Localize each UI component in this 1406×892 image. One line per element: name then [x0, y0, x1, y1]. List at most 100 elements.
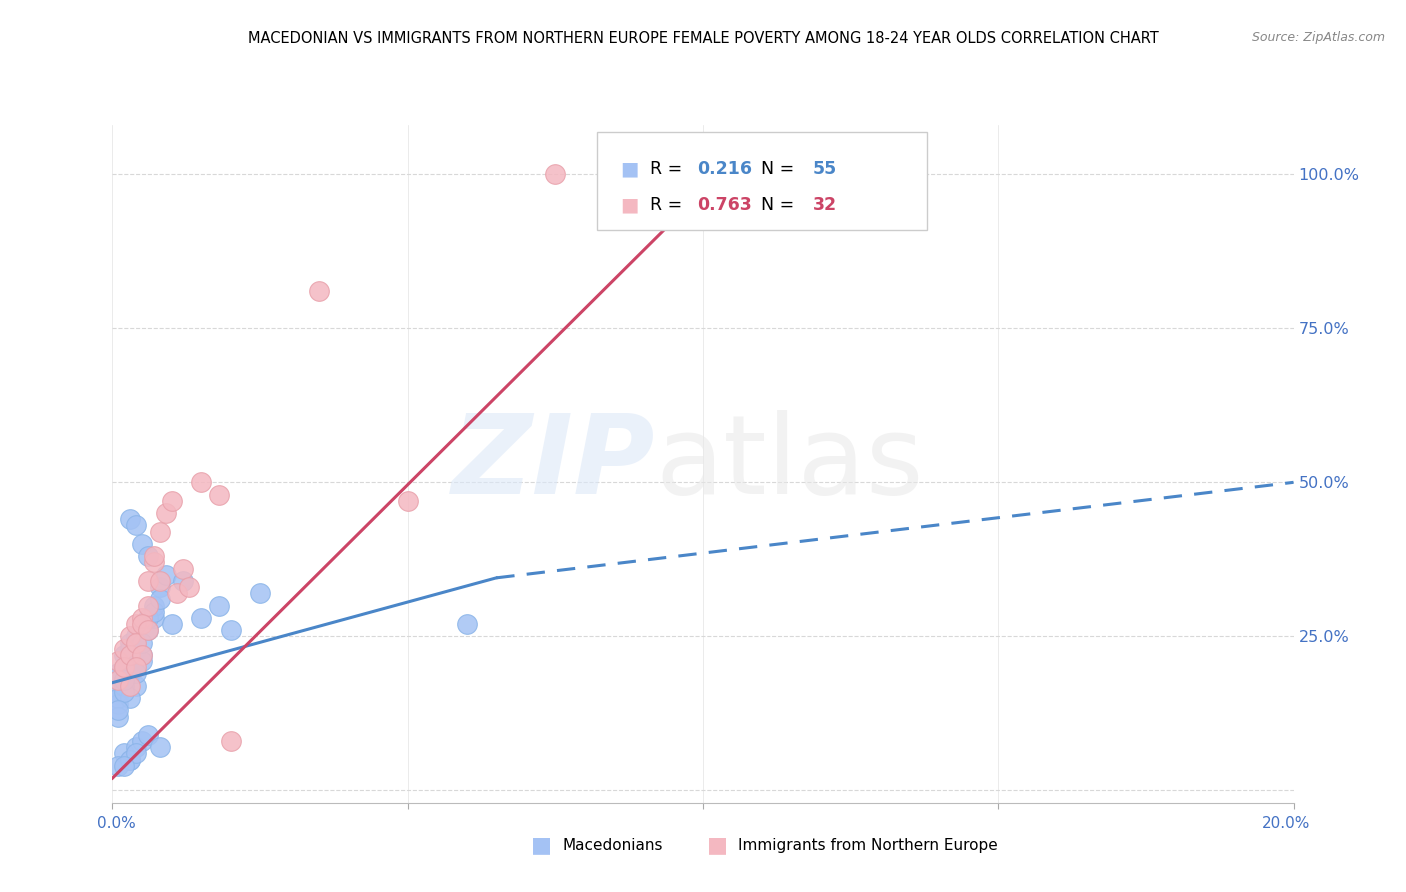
- Point: [456, 617, 478, 632]
- Point: [136, 599, 159, 613]
- Point: [190, 475, 212, 490]
- Point: [136, 624, 159, 638]
- Point: [125, 518, 148, 533]
- Point: [160, 617, 183, 632]
- Point: [142, 605, 165, 619]
- Point: [112, 648, 135, 662]
- Point: [120, 679, 142, 693]
- Text: 55: 55: [813, 160, 837, 178]
- Point: [166, 586, 188, 600]
- Text: ZIP: ZIP: [453, 410, 655, 517]
- Point: [249, 586, 271, 600]
- Point: [142, 599, 165, 613]
- Point: [120, 753, 142, 767]
- Point: [172, 561, 194, 575]
- Text: ■: ■: [620, 195, 638, 214]
- Text: 0.216: 0.216: [697, 160, 752, 178]
- Point: [396, 493, 419, 508]
- Point: [112, 660, 135, 674]
- Point: [208, 488, 231, 502]
- Point: [219, 734, 242, 748]
- Text: Immigrants from Northern Europe: Immigrants from Northern Europe: [738, 838, 998, 853]
- Point: [120, 512, 142, 526]
- Text: ■: ■: [620, 160, 638, 178]
- Point: [136, 549, 159, 564]
- Point: [125, 679, 148, 693]
- Text: 32: 32: [813, 196, 837, 214]
- Point: [142, 556, 165, 570]
- Point: [179, 580, 201, 594]
- Point: [107, 691, 129, 706]
- Point: [131, 648, 153, 662]
- Text: R =: R =: [650, 160, 688, 178]
- Point: [112, 673, 135, 687]
- Point: [120, 648, 142, 662]
- Point: [308, 285, 330, 299]
- Text: 0.0%: 0.0%: [97, 816, 136, 830]
- Point: [125, 617, 148, 632]
- Point: [149, 524, 172, 539]
- Point: [112, 673, 135, 687]
- Point: [131, 734, 153, 748]
- Point: [112, 660, 135, 674]
- Point: [112, 685, 135, 699]
- Point: [125, 660, 148, 674]
- Point: [107, 654, 129, 668]
- Point: [120, 641, 142, 656]
- Point: [125, 747, 148, 761]
- Point: [149, 580, 172, 594]
- Point: [155, 506, 177, 520]
- Text: R =: R =: [650, 196, 688, 214]
- Point: [208, 599, 231, 613]
- Text: N =: N =: [751, 196, 800, 214]
- Point: [112, 679, 135, 693]
- Point: [107, 697, 129, 711]
- Point: [120, 635, 142, 649]
- Point: [544, 167, 567, 181]
- Point: [107, 703, 129, 717]
- Point: [155, 567, 177, 582]
- Point: [136, 624, 159, 638]
- Point: [190, 611, 212, 625]
- Point: [125, 629, 148, 643]
- Point: [125, 666, 148, 681]
- Text: MACEDONIAN VS IMMIGRANTS FROM NORTHERN EUROPE FEMALE POVERTY AMONG 18-24 YEAR OL: MACEDONIAN VS IMMIGRANTS FROM NORTHERN E…: [247, 31, 1159, 46]
- Point: [131, 635, 153, 649]
- Point: [219, 624, 242, 638]
- Text: Macedonians: Macedonians: [562, 838, 662, 853]
- Text: N =: N =: [751, 160, 800, 178]
- Point: [120, 648, 142, 662]
- Point: [136, 574, 159, 588]
- Point: [125, 740, 148, 755]
- Point: [131, 617, 153, 632]
- Point: [120, 691, 142, 706]
- Text: ■: ■: [707, 836, 727, 855]
- Point: [125, 641, 148, 656]
- Text: Source: ZipAtlas.com: Source: ZipAtlas.com: [1251, 31, 1385, 45]
- Point: [120, 629, 142, 643]
- Point: [160, 493, 183, 508]
- Point: [107, 673, 129, 687]
- Point: [149, 740, 172, 755]
- Point: [112, 660, 135, 674]
- Point: [120, 666, 142, 681]
- Point: [112, 747, 135, 761]
- Point: [149, 574, 172, 588]
- Point: [131, 537, 153, 551]
- Point: [107, 666, 129, 681]
- Point: [107, 709, 129, 723]
- Point: [125, 635, 148, 649]
- Text: atlas: atlas: [655, 410, 924, 517]
- FancyBboxPatch shape: [596, 132, 928, 230]
- Point: [136, 611, 159, 625]
- Point: [120, 753, 142, 767]
- Point: [107, 685, 129, 699]
- Point: [131, 611, 153, 625]
- Point: [172, 574, 194, 588]
- Point: [107, 759, 129, 773]
- Point: [149, 592, 172, 607]
- Text: 20.0%: 20.0%: [1263, 816, 1310, 830]
- Point: [112, 641, 135, 656]
- Point: [142, 549, 165, 564]
- Point: [131, 648, 153, 662]
